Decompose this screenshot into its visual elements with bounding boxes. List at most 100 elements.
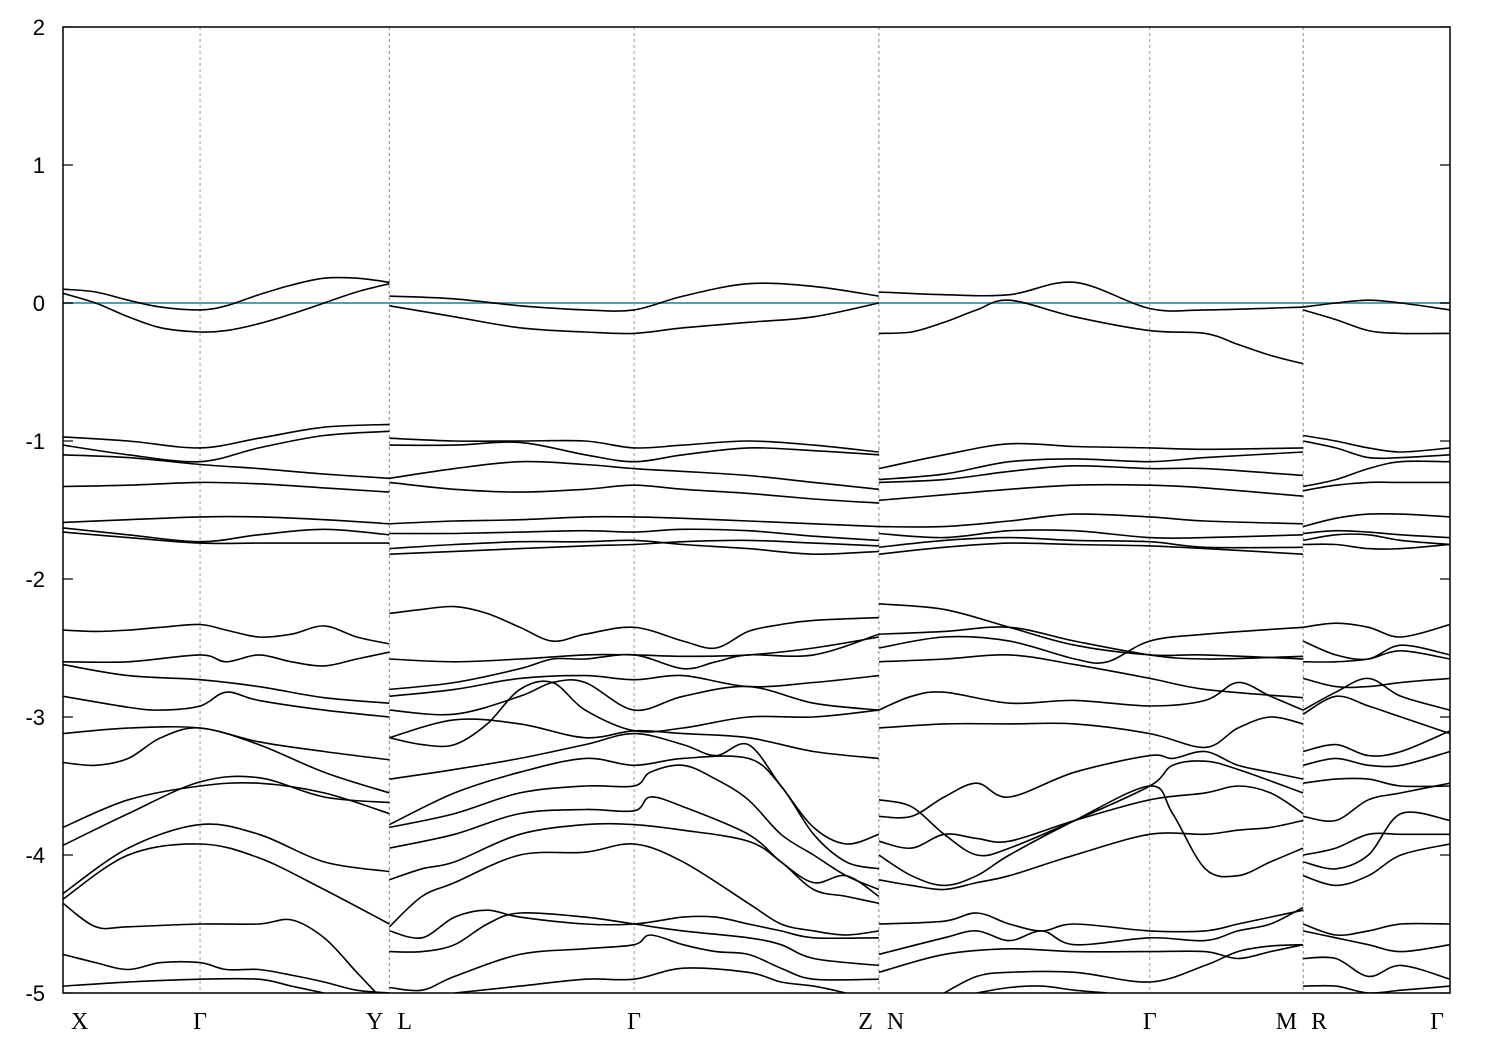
band-line (389, 680, 879, 748)
band-line (943, 943, 1304, 993)
band-line (1303, 956, 1450, 980)
plot-border (62, 26, 1451, 994)
kpoint-label: Γ (1143, 1009, 1157, 1035)
kpoint-label: N (887, 1009, 904, 1035)
band-line (878, 451, 1304, 481)
band-line (878, 681, 1304, 711)
band-line (1302, 750, 1450, 768)
band-line (1302, 440, 1450, 460)
band-line (878, 442, 1304, 470)
band-line (1302, 832, 1450, 856)
y-tick-label: -5 (25, 981, 45, 1006)
grid-lines (199, 27, 1304, 993)
band-line (1302, 309, 1450, 335)
band-line (389, 528, 879, 542)
band-line (1302, 434, 1450, 453)
band-line (976, 985, 1108, 993)
band-line (1302, 695, 1450, 735)
band-line (878, 529, 1304, 540)
band-line (1302, 730, 1450, 757)
band-line (878, 750, 1304, 819)
band-line (63, 781, 390, 829)
band-line (389, 302, 880, 335)
band-line (63, 902, 377, 993)
band-line (878, 819, 1304, 891)
band-line (389, 796, 880, 898)
plot-frame (62, 26, 1451, 994)
band-line (1302, 533, 1450, 546)
band-line (63, 481, 390, 493)
band-line (389, 718, 879, 760)
kpoint-label: M (1276, 1009, 1297, 1035)
band-line (389, 437, 879, 453)
band-line (63, 454, 390, 480)
band-line (1302, 677, 1450, 711)
band-line (389, 755, 880, 870)
kpoint-label: X (71, 1009, 88, 1035)
band-lines (63, 276, 1450, 993)
band-line (1303, 529, 1450, 539)
band-line (389, 911, 879, 967)
band-line (878, 653, 1304, 699)
y-tick-label: -2 (25, 567, 45, 592)
band-line (878, 536, 1304, 549)
band-line (63, 953, 390, 993)
band-line (1303, 649, 1450, 663)
band-line (389, 282, 880, 312)
band-line (389, 515, 879, 528)
band-line (878, 716, 1304, 749)
y-tick-label: -1 (25, 429, 45, 454)
band-line (63, 276, 390, 311)
band-line (1302, 512, 1450, 528)
band-line (63, 823, 390, 895)
band-line (1302, 481, 1450, 492)
band-line (389, 481, 879, 504)
band-line (1303, 984, 1450, 993)
band-line (389, 539, 879, 556)
band-line (63, 623, 390, 645)
band-line (1303, 543, 1450, 550)
band-line (878, 626, 1304, 660)
band-line (878, 909, 1304, 933)
y-tick-label: 1 (33, 153, 45, 178)
kpoint-label: L (397, 1009, 412, 1035)
band-line (389, 934, 879, 992)
band-line (63, 691, 390, 718)
band-line (1302, 782, 1450, 822)
band-line (63, 663, 390, 704)
band-line (63, 531, 390, 545)
y-tick-label: 2 (33, 15, 45, 40)
band-line (63, 423, 390, 449)
band-line (389, 633, 880, 691)
band-line (63, 282, 390, 333)
kpoint-label: Γ (193, 1009, 207, 1035)
band-line (389, 441, 879, 463)
band-line (878, 513, 1304, 528)
band-line (63, 977, 325, 993)
band-line (878, 906, 1304, 956)
band-line (1302, 930, 1450, 953)
band-line (878, 281, 1304, 312)
band-line (1302, 811, 1450, 870)
band-line (878, 483, 1304, 502)
band-line (389, 679, 879, 716)
band-line (1302, 777, 1450, 788)
y-tick-label: 0 (33, 291, 45, 316)
band-line (878, 603, 1304, 660)
band-line (1302, 460, 1450, 488)
band-line (878, 464, 1304, 484)
band-line (63, 775, 390, 847)
band-line (389, 732, 880, 845)
y-tick-label: -3 (25, 705, 45, 730)
band-line (1302, 622, 1450, 638)
y-tick-label: -4 (25, 843, 45, 868)
band-line (63, 651, 390, 667)
kpoint-label: R (1311, 1009, 1327, 1035)
band-line (389, 764, 880, 891)
band-line (878, 785, 1304, 887)
band-line (878, 626, 1304, 664)
band-line (878, 542, 1304, 555)
